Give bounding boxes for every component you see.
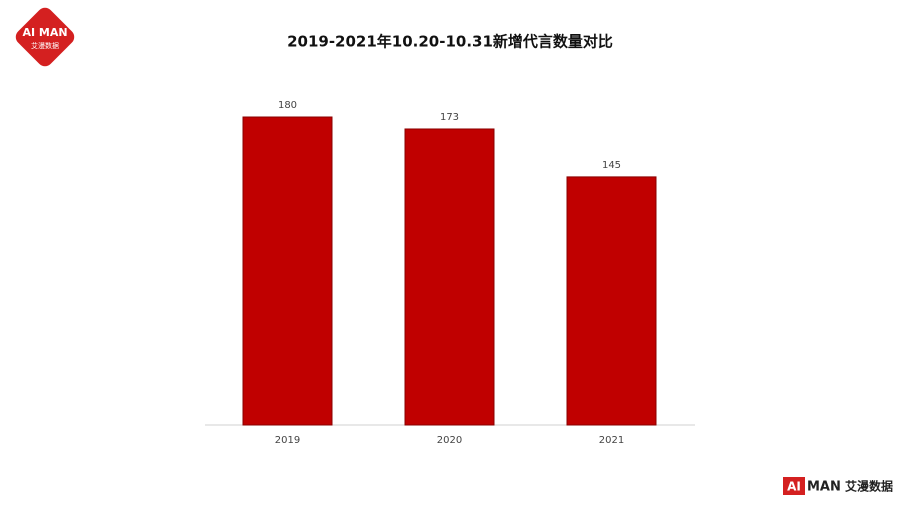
bar — [566, 176, 657, 426]
logo-subtext: 艾漫数据 — [31, 41, 59, 50]
data-label: 173 — [440, 112, 459, 123]
footer-mark: AI — [787, 480, 801, 494]
x-tick-label: 2020 — [437, 435, 462, 446]
chart-title: 2019-2021年10.20-10.31新增代言数量对比 — [287, 33, 613, 51]
bar — [242, 116, 333, 426]
data-label: 180 — [278, 100, 297, 111]
logo: AI MAN 艾漫数据 — [15, 7, 75, 67]
footer-name: MAN — [807, 480, 841, 495]
x-tick-label: 2019 — [275, 435, 300, 446]
logo-text: AI MAN — [22, 26, 67, 39]
data-label: 145 — [602, 160, 621, 171]
footer-subtext: 艾漫数据 — [845, 479, 893, 494]
logo-badge — [15, 7, 75, 67]
x-tick-label: 2021 — [599, 435, 624, 446]
footer-badge — [783, 477, 805, 495]
bar — [404, 128, 495, 426]
footer-brand: AI MAN 艾漫数据 — [783, 477, 893, 495]
